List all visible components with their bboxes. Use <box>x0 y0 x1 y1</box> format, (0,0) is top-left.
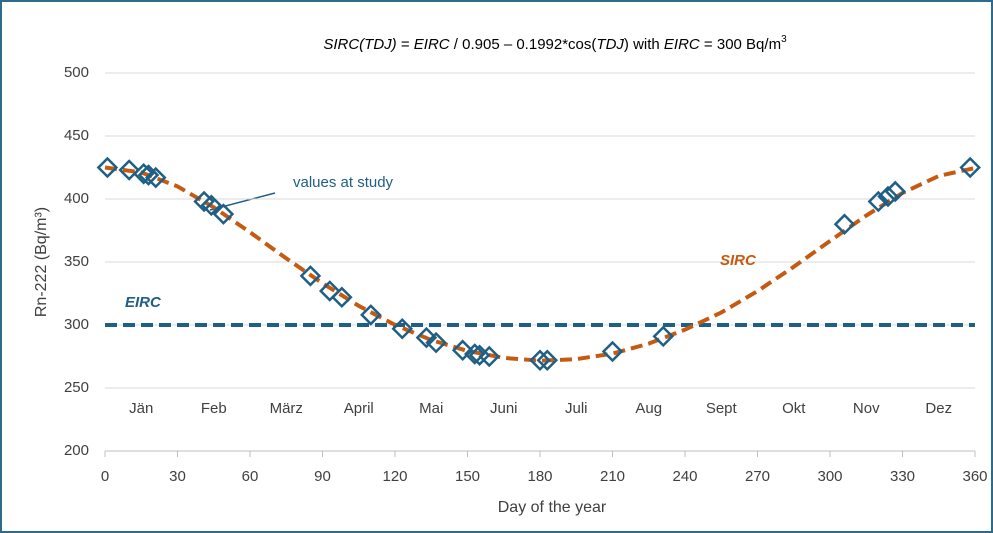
x-axis-label: Day of the year <box>498 499 607 516</box>
y-tick-label: 400 <box>64 190 89 207</box>
x-tick-label: 270 <box>745 468 770 485</box>
diamond-marker <box>959 156 981 179</box>
x-tick-label: 120 <box>382 468 407 485</box>
diamond-marker <box>463 343 486 365</box>
diamond-marker <box>391 318 414 340</box>
diamond-marker <box>451 339 474 361</box>
x-tick-label: 0 <box>101 468 109 485</box>
y-tick-label: 200 <box>64 442 89 459</box>
diamond-marker <box>118 159 140 181</box>
title-part: / 0.905 – 0.1992*cos( <box>450 36 597 53</box>
diamond-marker <box>884 180 907 203</box>
month-label: März <box>270 400 303 417</box>
month-label: Mai <box>419 400 443 417</box>
title-part: SIRC(TDJ) <box>323 36 396 53</box>
month-label: Feb <box>201 400 227 417</box>
title-part: = 300 Bq/m <box>700 36 781 53</box>
diamond-marker <box>652 325 675 348</box>
y-axis-label: Rn-222 (Bq/m³) <box>33 207 50 317</box>
month-label: April <box>344 400 374 417</box>
title-part: 3 <box>781 34 787 45</box>
month-label: Sept <box>706 400 738 417</box>
y-tick-label: 250 <box>64 379 89 396</box>
x-tick-label: 180 <box>527 468 552 485</box>
diamond-marker <box>299 265 322 287</box>
x-tick-label: 60 <box>242 468 259 485</box>
diamond-marker <box>529 349 551 372</box>
diamond-marker <box>536 349 559 372</box>
month-label: Jän <box>129 400 153 417</box>
series-label: SIRC <box>720 252 757 269</box>
y-tick-label: 450 <box>64 127 89 144</box>
x-tick-label: 300 <box>817 468 842 485</box>
diamond-marker <box>425 331 447 354</box>
diamond-marker <box>415 326 438 349</box>
diamond-marker <box>877 185 899 208</box>
month-label: Juni <box>490 400 518 417</box>
title-part: TDJ <box>596 36 624 53</box>
y-tick-label: 350 <box>64 253 89 270</box>
diamond-marker <box>601 340 624 363</box>
x-tick-label: 240 <box>672 468 697 485</box>
diamond-marker <box>833 213 856 235</box>
diamond-marker <box>318 280 341 302</box>
series-label: EIRC <box>125 294 162 311</box>
title-part: = <box>397 36 414 53</box>
x-tick-label: 30 <box>169 468 186 485</box>
title-part: EIRC <box>414 36 450 53</box>
line <box>104 165 976 363</box>
month-label: Nov <box>853 400 880 417</box>
x-tick-label: 150 <box>455 468 480 485</box>
month-label: Dez <box>925 400 952 417</box>
title-part: ) with <box>624 36 664 53</box>
month-label: Aug <box>635 400 662 417</box>
diamond-marker <box>132 163 155 185</box>
title-part: EIRC <box>664 36 700 53</box>
month-label: Juli <box>565 400 588 417</box>
diamond-marker <box>331 286 353 309</box>
diamond-marker <box>144 166 167 189</box>
y-tick-label: 300 <box>64 316 89 333</box>
month-label: Okt <box>782 400 806 417</box>
diamond-marker <box>867 190 890 213</box>
diamond-marker <box>137 164 160 186</box>
x-tick-label: 90 <box>314 468 331 485</box>
diamond-marker <box>360 304 382 326</box>
diamond-marker <box>200 194 223 217</box>
chart-title: SIRC(TDJ) = EIRC / 0.905 – 0.1992*cos(TD… <box>323 34 787 53</box>
diamond-marker <box>212 203 235 225</box>
diamond-marker <box>96 156 119 179</box>
x-tick-label: 210 <box>600 468 625 485</box>
x-tick-label: 360 <box>962 468 987 485</box>
x-tick-label: 330 <box>890 468 915 485</box>
y-tick-label: 500 <box>64 64 89 81</box>
annotation: values at study <box>293 174 394 191</box>
diamond-marker <box>478 345 501 368</box>
